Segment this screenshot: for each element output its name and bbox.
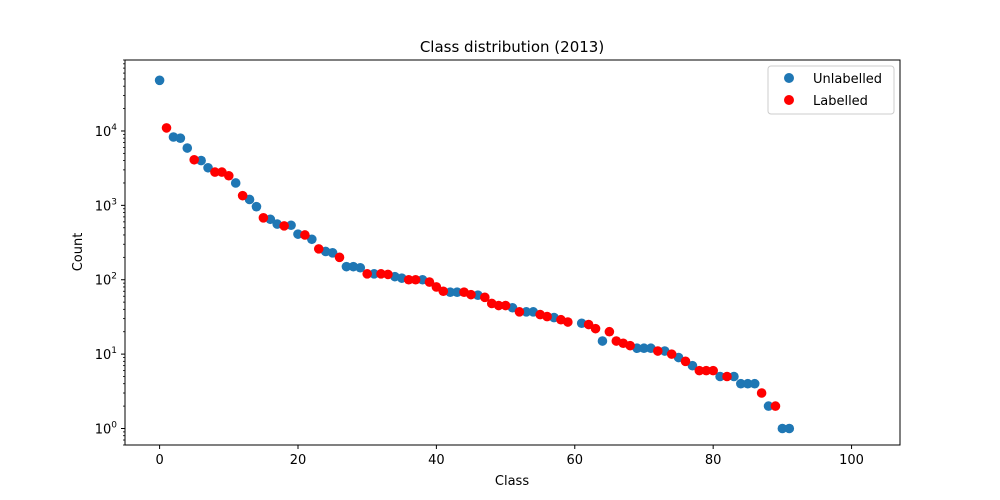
point-labelled-31 <box>590 323 601 334</box>
point-labelled-15 <box>410 274 421 285</box>
point-labelled-42 <box>722 371 732 382</box>
point-unlabelled-19 <box>369 269 379 279</box>
point-unlabelled-24 <box>452 287 462 298</box>
point-labelled-24 <box>500 300 511 311</box>
point-labelled-2 <box>210 167 220 177</box>
y-axis-ticks: 100 101 102 103 104 <box>95 59 125 446</box>
point-unlabelled-33 <box>639 343 649 354</box>
x-tick-label-20: 20 <box>290 453 307 468</box>
point-unlabelled-43 <box>763 401 774 411</box>
point-labelled-23 <box>493 300 504 311</box>
point-unlabelled-31 <box>597 336 608 346</box>
point-unlabelled-18 <box>355 262 366 273</box>
point-labelled-8 <box>300 230 310 240</box>
point-labelled-9 <box>313 244 324 254</box>
point-unlabelled-39 <box>729 371 739 382</box>
point-labelled-10 <box>334 252 345 263</box>
chart-title: Class distribution (2013) <box>420 38 604 56</box>
point-labelled-30 <box>583 319 594 330</box>
point-unlabelled-40 <box>736 378 746 389</box>
point-labelled-13 <box>383 269 393 280</box>
point-unlabelled-45 <box>784 423 795 434</box>
point-labelled-14 <box>403 274 414 285</box>
point-labelled-11 <box>362 269 372 279</box>
point-unlabelled-41 <box>742 378 753 389</box>
legend-marker-labelled <box>784 95 794 105</box>
point-labelled-40 <box>701 365 712 376</box>
point-labelled-5 <box>237 190 248 201</box>
x-tick-label-40: 40 <box>428 453 445 468</box>
x-tick-label-80: 80 <box>705 453 722 468</box>
axes-frame <box>124 59 901 446</box>
point-unlabelled-5 <box>203 162 213 173</box>
point-unlabelled-44 <box>777 423 788 434</box>
y-tick-label-1000: 103 <box>95 197 117 214</box>
point-labelled-41 <box>708 365 718 376</box>
legend-label-labelled: Labelled <box>813 94 868 109</box>
point-labelled-36 <box>653 346 663 356</box>
y-tick-label-10000: 104 <box>95 123 118 140</box>
point-labelled-1 <box>189 154 199 165</box>
point-labelled-43 <box>756 388 767 398</box>
x-tick-label-100: 100 <box>839 453 864 468</box>
point-labelled-44 <box>770 401 781 411</box>
legend-box <box>767 65 895 115</box>
x-tick-label-0: 0 <box>155 453 163 468</box>
point-unlabelled-38 <box>715 371 725 382</box>
legend-marker-unlabelled <box>784 73 794 83</box>
point-labelled-17 <box>431 282 442 292</box>
point-labelled-16 <box>424 277 435 287</box>
point-labelled-18 <box>438 286 449 297</box>
point-unlabelled-6 <box>230 178 241 188</box>
point-unlabelled-3 <box>182 143 193 153</box>
point-labelled-21 <box>480 292 490 303</box>
y-tick-label-100: 102 <box>95 272 117 289</box>
y-axis-label: Count <box>71 233 86 272</box>
x-axis-label: Class <box>495 474 529 489</box>
y-tick-label-1: 100 <box>95 420 118 437</box>
legend-label-unlabelled: Unlabelled <box>813 72 882 87</box>
point-unlabelled-16 <box>341 261 352 272</box>
point-unlabelled-2 <box>175 133 186 143</box>
point-unlabelled-8 <box>251 201 262 212</box>
point-unlabelled-27 <box>521 307 532 317</box>
legend: Unlabelled Labelled <box>767 65 895 115</box>
point-labelled-27 <box>542 311 552 322</box>
y-tick-label-10: 101 <box>95 346 117 363</box>
point-labelled-29 <box>563 317 573 327</box>
point-labelled-6 <box>258 213 269 223</box>
point-labelled-25 <box>514 307 525 317</box>
point-labelled-0 <box>161 123 172 133</box>
point-labelled-37 <box>666 349 677 359</box>
point-unlabelled-0 <box>154 75 165 86</box>
point-labelled-7 <box>279 221 289 231</box>
point-labelled-32 <box>604 326 615 337</box>
point-labelled-4 <box>223 170 234 181</box>
x-tick-label-60: 60 <box>567 453 584 468</box>
point-labelled-38 <box>680 356 691 367</box>
point-unlabelled-37 <box>687 360 698 371</box>
point-unlabelled-15 <box>327 248 338 258</box>
point-labelled-20 <box>466 289 476 300</box>
point-unlabelled-13 <box>307 234 317 245</box>
point-labelled-12 <box>376 269 386 279</box>
point-labelled-39 <box>694 365 705 376</box>
point-unlabelled-11 <box>286 220 296 231</box>
point-labelled-35 <box>625 340 635 351</box>
x-axis-ticks: 0 20 40 60 80 100 <box>155 445 864 468</box>
data-points <box>154 75 795 434</box>
point-unlabelled-42 <box>749 378 760 389</box>
